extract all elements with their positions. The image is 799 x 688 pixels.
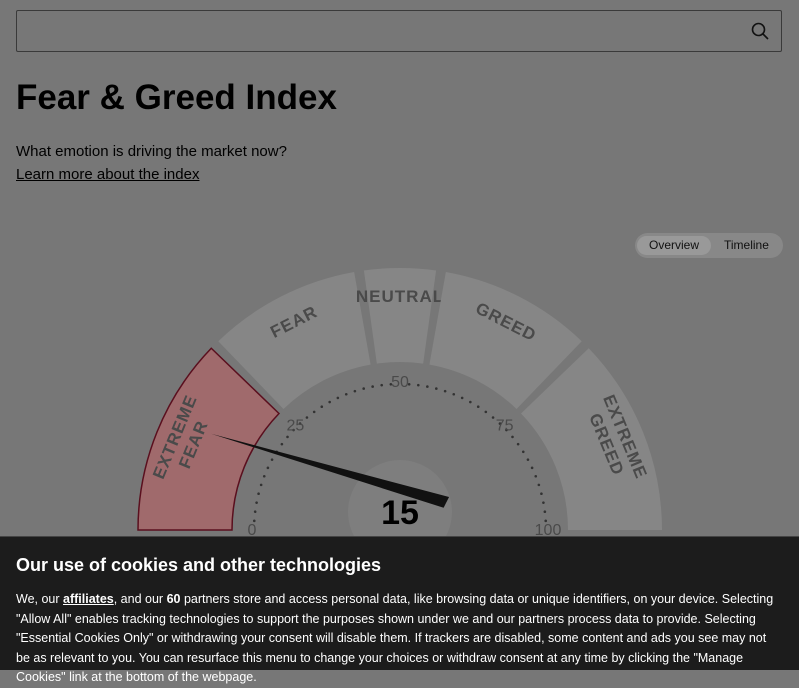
scale-label: 75 <box>496 417 514 434</box>
tick-dot <box>469 400 472 404</box>
tick-dot <box>270 458 274 461</box>
tick-dot <box>534 474 538 478</box>
tick-dot <box>516 442 520 446</box>
tick-dot <box>435 387 438 390</box>
tick-dot <box>511 435 514 439</box>
scale-label: 50 <box>391 374 409 391</box>
gauge-segment <box>137 347 281 531</box>
tick-dot <box>380 383 384 387</box>
scale-label: 100 <box>535 522 562 539</box>
tab-overview[interactable]: Overview <box>637 236 712 255</box>
tick-dot <box>544 519 548 523</box>
tick-dot <box>336 396 340 400</box>
tick-dot <box>491 416 495 419</box>
subtitle: What emotion is driving the market now? <box>16 143 287 160</box>
scale-label: 0 <box>248 522 257 539</box>
partner-count: 60 <box>166 592 181 606</box>
page: Fear & Greed Index What emotion is drivi… <box>0 10 799 684</box>
tick-dot <box>484 410 488 414</box>
tick-dot <box>416 383 420 387</box>
tick-dot <box>389 382 393 386</box>
tick-dot <box>543 510 547 514</box>
gauge-segment <box>521 348 662 530</box>
tick-dot <box>526 458 530 461</box>
text: We, our <box>16 592 64 606</box>
tick-dot <box>280 442 284 446</box>
tick-dot <box>371 385 374 388</box>
gauge: EXTREMEFEARFEARNEUTRALGREEDEXTREMEGREED0… <box>137 268 662 540</box>
tick-dot <box>505 428 508 432</box>
search-box[interactable] <box>16 10 782 52</box>
tick-dot <box>540 492 543 495</box>
tick-dot <box>328 400 331 404</box>
tick-dot <box>305 416 309 419</box>
tick-dot <box>407 382 411 386</box>
tick-dot <box>521 450 525 454</box>
tick-dot <box>252 519 256 523</box>
tick-dot <box>362 387 365 390</box>
gauge-segment <box>429 272 582 409</box>
learn-more-link[interactable]: Learn more about the index <box>16 166 200 183</box>
tick-dot <box>353 389 357 393</box>
tick-dot <box>443 389 447 393</box>
cookie-banner: Our use of cookies and other technologie… <box>0 536 799 684</box>
segment-label: NEUTRAL <box>356 287 444 306</box>
tick-dot <box>542 501 545 504</box>
tick-dot <box>498 422 502 425</box>
tick-dot <box>426 385 429 388</box>
tick-dot <box>320 405 324 409</box>
needle <box>211 433 450 508</box>
tab-timeline[interactable]: Timeline <box>724 238 769 252</box>
page-title: Fear & Greed Index <box>16 78 337 117</box>
gauge-value: 15 <box>381 494 419 532</box>
cookie-heading: Our use of cookies and other technologie… <box>16 555 382 575</box>
tick-dot <box>286 435 289 439</box>
tick-dot <box>476 405 480 409</box>
tick-dot <box>292 428 295 432</box>
tick-dot <box>344 392 348 396</box>
cookie-text: We, our affiliates, and our 60 partners … <box>16 590 783 688</box>
tick-dot <box>255 501 258 504</box>
tick-dot <box>312 410 316 414</box>
tick-dot <box>253 510 257 514</box>
view-tabs: Overview Timeline <box>635 233 783 258</box>
scale-label: 25 <box>286 417 304 434</box>
tick-dot <box>257 492 260 495</box>
tick-dot <box>530 466 534 470</box>
tick-dot <box>259 483 263 487</box>
gauge-segment <box>363 268 437 364</box>
tick-dot <box>537 483 541 487</box>
tick-dot <box>266 466 270 470</box>
affiliates-link[interactable]: affiliates <box>63 592 114 606</box>
text: , and our <box>113 592 167 606</box>
tick-dot <box>460 396 464 400</box>
tick-dot <box>452 392 456 396</box>
search-icon[interactable] <box>751 22 769 40</box>
gauge-segment <box>218 272 371 409</box>
tick-dot <box>262 474 266 478</box>
tick-dot <box>298 422 302 425</box>
